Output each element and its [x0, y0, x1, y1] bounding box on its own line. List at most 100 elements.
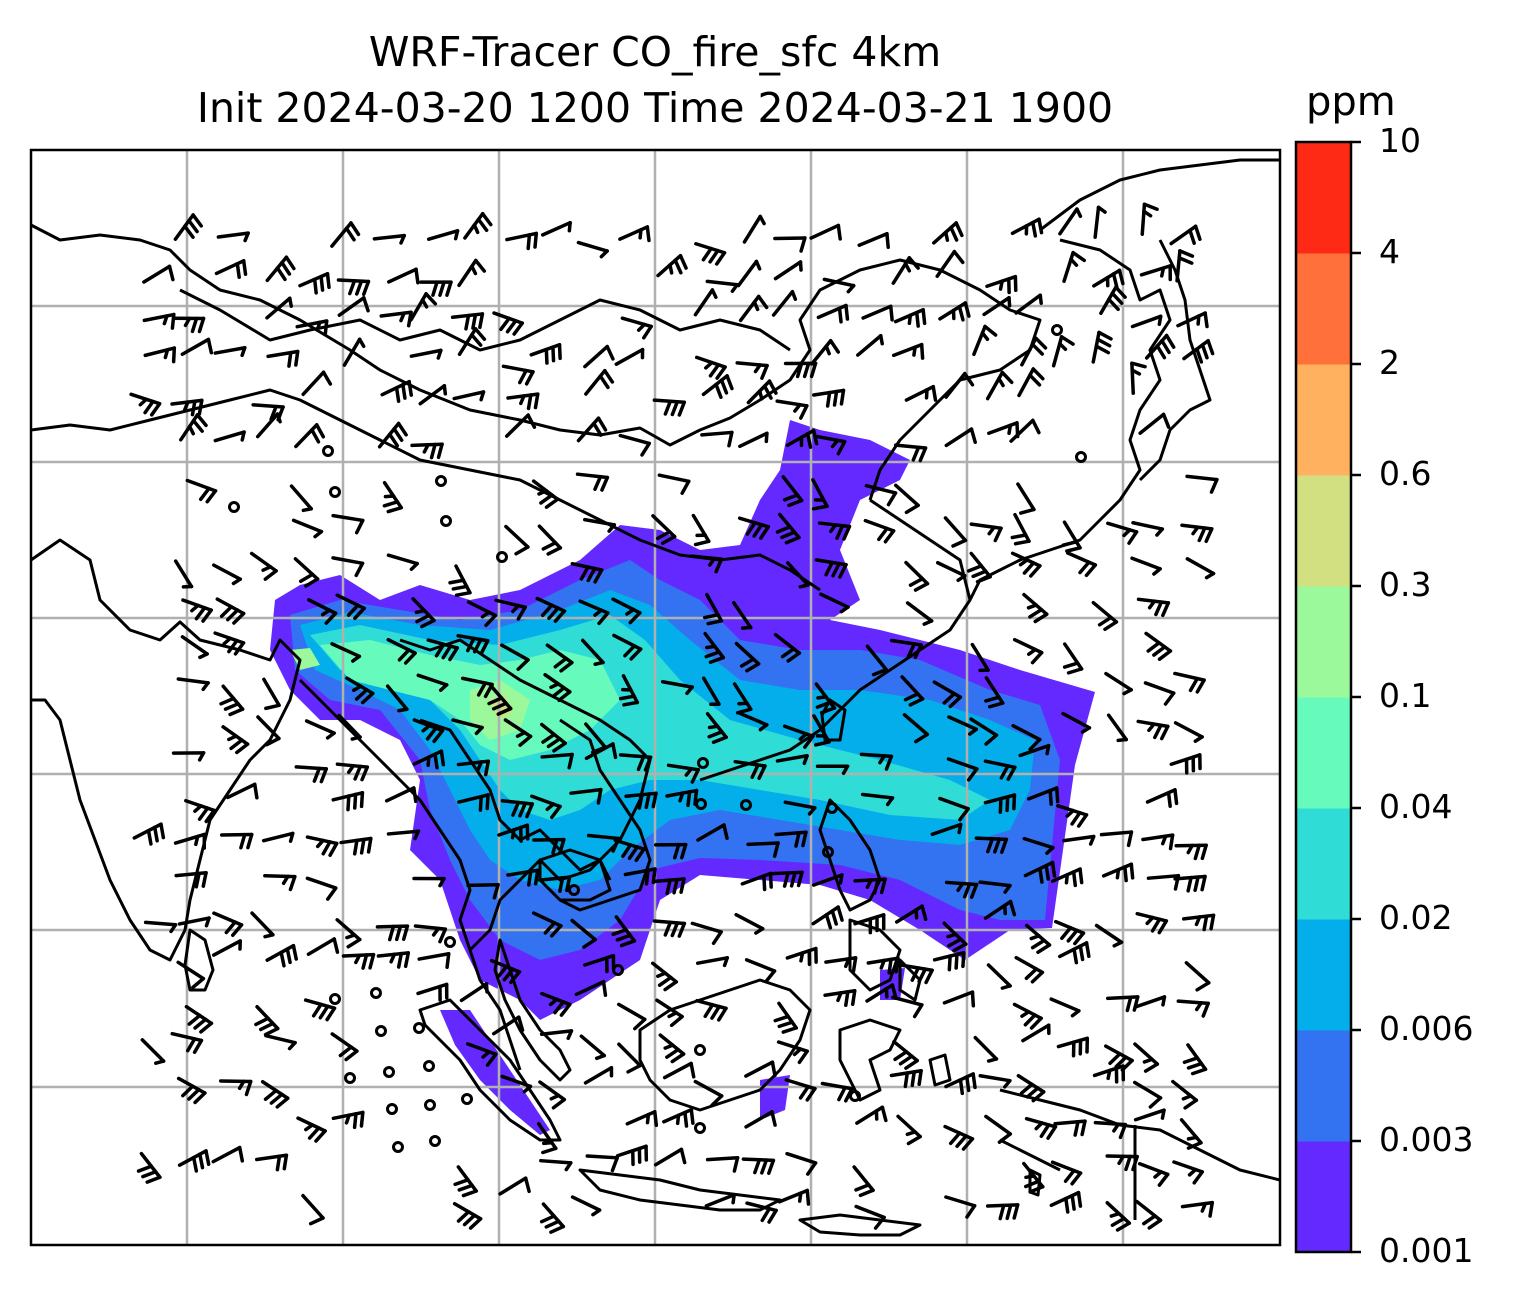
- wind-barb: [453, 1165, 479, 1198]
- wind-barb: [1049, 1190, 1083, 1214]
- wind-barb: [538, 1080, 567, 1110]
- northern-border: [31, 223, 1042, 501]
- calm-marker: [329, 486, 341, 498]
- wind-barb: [859, 752, 894, 771]
- wind-barb: [969, 522, 1003, 543]
- wind-barb: [417, 952, 451, 970]
- wind-barb: [1172, 1160, 1205, 1185]
- wind-barb: [946, 757, 979, 782]
- wind-barb: [1094, 923, 1124, 948]
- wind-barb: [583, 517, 617, 533]
- wind-barb: [943, 1124, 975, 1151]
- calm-marker: [461, 1093, 473, 1105]
- wind-barb: [700, 430, 734, 448]
- wind-barb: [902, 713, 930, 744]
- colorbar-tick-label: 10: [1379, 121, 1421, 160]
- wind-barb: [701, 676, 721, 706]
- wind-barb: [932, 221, 964, 245]
- wind-barb: [1061, 520, 1082, 553]
- wind-barb: [213, 430, 246, 443]
- wind-barb: [770, 870, 804, 888]
- calm-marker: [392, 1141, 404, 1153]
- wind-barb: [1024, 923, 1052, 954]
- wind-barb: [893, 483, 920, 515]
- wind-barb: [892, 1039, 919, 1070]
- wind-barb: [853, 877, 887, 895]
- calm-marker: [496, 551, 508, 563]
- wind-barb: [1133, 1042, 1160, 1073]
- wind-barb: [746, 841, 780, 858]
- wind-barb: [1176, 311, 1209, 329]
- wind-barb: [983, 759, 1017, 781]
- wind-barb: [693, 288, 718, 317]
- calm-marker: [697, 757, 709, 769]
- wind-barb: [575, 472, 610, 492]
- wind-barb: [578, 599, 610, 626]
- wind-barb: [944, 1195, 977, 1219]
- wind-barb: [1061, 711, 1092, 734]
- wind-barb: [1049, 997, 1081, 1018]
- wind-barb: [337, 713, 362, 741]
- wind-barb: [891, 995, 924, 1019]
- wind-barb: [345, 676, 375, 705]
- wind-barb: [811, 905, 844, 930]
- calm-wind-markers: [228, 324, 1087, 1153]
- wind-barb: [219, 684, 245, 717]
- wind-barb: [986, 963, 1012, 990]
- wind-barb: [298, 272, 331, 295]
- sulawesi: [838, 1018, 902, 1102]
- wind-barb: [265, 943, 298, 968]
- calm-marker: [849, 1090, 861, 1102]
- wind-barb: [177, 916, 211, 928]
- colorbar-tick-label: 0.003: [1379, 1120, 1474, 1159]
- wind-barb: [583, 1065, 614, 1085]
- wind-barb: [585, 1154, 619, 1173]
- wind-barb: [742, 214, 766, 244]
- wind-barb: [889, 638, 924, 660]
- wind-barb: [705, 1156, 740, 1173]
- wind-barb: [891, 256, 920, 285]
- wind-barb: [570, 1195, 602, 1217]
- calm-marker: [694, 1122, 706, 1134]
- wind-barb: [616, 1002, 647, 1031]
- wind-barb: [1010, 512, 1031, 546]
- wind-barb: [213, 631, 246, 656]
- wind-barb: [498, 1176, 531, 1196]
- wind-barb: [335, 593, 366, 621]
- wind-barb: [618, 753, 653, 772]
- wind-barb: [185, 478, 218, 504]
- wind-barb: [1012, 637, 1044, 665]
- wind-barb: [1180, 1200, 1215, 1218]
- wind-barb: [814, 682, 837, 715]
- wind-barb: [1062, 250, 1087, 283]
- wind-barb: [777, 1188, 811, 1206]
- wind-barb: [813, 434, 847, 456]
- calm-marker: [1075, 451, 1087, 463]
- wind-barb: [304, 719, 336, 740]
- wind-barb: [254, 1153, 289, 1172]
- calm-marker: [695, 798, 707, 810]
- wind-barb: [1145, 788, 1179, 808]
- wind-barb: [177, 1149, 211, 1173]
- wind-barb: [173, 213, 203, 241]
- wind-barb: [452, 390, 486, 402]
- wind-barb: [1066, 551, 1098, 578]
- wind-barb: [864, 483, 898, 507]
- wind-barb: [618, 433, 652, 457]
- wind-barb: [1014, 955, 1045, 984]
- wind-barb: [785, 1151, 818, 1176]
- colorbar-segment: [1296, 253, 1351, 365]
- wind-barb: [810, 338, 840, 366]
- calm-marker: [740, 799, 752, 811]
- wind-barb: [1022, 836, 1055, 855]
- wind-barb: [854, 1204, 886, 1230]
- wind-barb: [1105, 1154, 1139, 1172]
- wind-barb: [530, 794, 562, 820]
- wind-barb: [701, 374, 734, 399]
- wind-barb: [410, 442, 444, 460]
- wind-barb: [376, 951, 411, 969]
- wind-barb: [817, 521, 852, 541]
- wind-barb: [1092, 1064, 1126, 1084]
- wind-barb: [1023, 860, 1057, 884]
- wind-barb: [1056, 1036, 1090, 1058]
